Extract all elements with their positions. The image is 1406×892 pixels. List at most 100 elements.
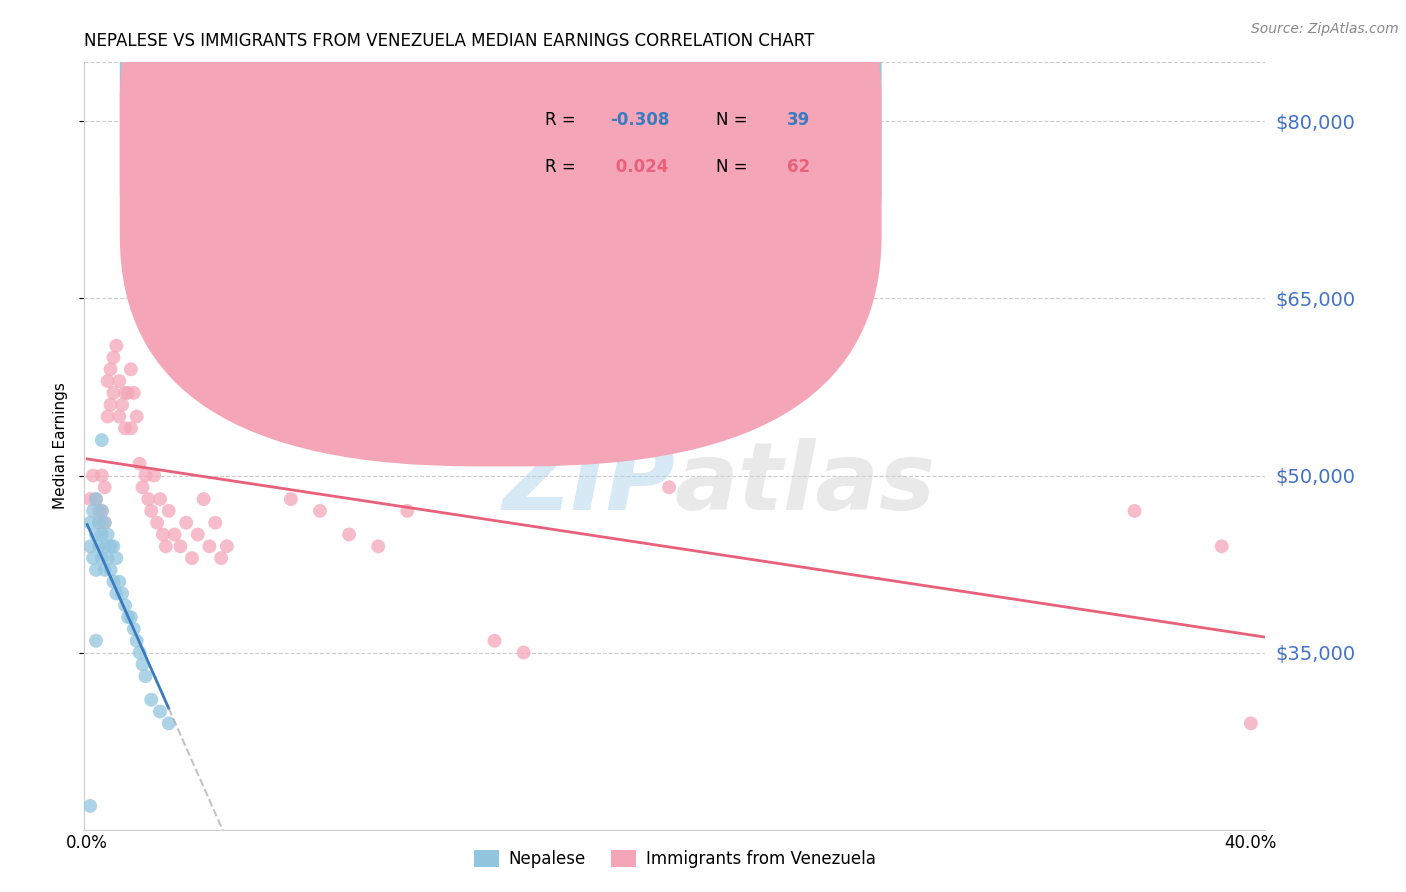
Point: [90, 504, 112, 518]
Point: [1123, 504, 1146, 518]
Point: [105, 586, 128, 600]
Point: [155, 539, 177, 553]
Point: [174, 516, 197, 530]
Point: [90, 527, 112, 541]
Y-axis label: Median Earnings: Median Earnings: [52, 383, 67, 509]
Point: [82, 468, 104, 483]
Text: R =: R =: [546, 158, 586, 177]
Point: [215, 539, 238, 553]
Point: [157, 504, 180, 518]
Point: [105, 551, 128, 566]
Point: [396, 504, 419, 518]
Point: [84, 563, 107, 577]
Point: [97, 409, 120, 424]
Legend: Nepalese, Immigrants from Venezuela: Nepalese, Immigrants from Venezuela: [467, 844, 883, 875]
Text: 39: 39: [787, 111, 810, 128]
Point: [1211, 539, 1233, 553]
Text: Source: ZipAtlas.com: Source: ZipAtlas.com: [1251, 22, 1399, 37]
Point: [111, 398, 134, 412]
Point: [131, 657, 153, 672]
Point: [93, 563, 115, 577]
Point: [114, 421, 136, 435]
Point: [138, 492, 160, 507]
Point: [120, 362, 142, 376]
Point: [79, 492, 101, 507]
Point: [128, 457, 150, 471]
Point: [79, 539, 101, 553]
Point: [134, 669, 156, 683]
Point: [114, 385, 136, 400]
Text: atlas: atlas: [675, 438, 936, 531]
Point: [90, 551, 112, 566]
Point: [222, 385, 245, 400]
Point: [117, 385, 139, 400]
Point: [87, 516, 110, 530]
Point: [187, 527, 209, 541]
Text: N =: N =: [716, 111, 754, 128]
Point: [82, 504, 104, 518]
Point: [163, 527, 186, 541]
Point: [103, 539, 125, 553]
Point: [134, 468, 156, 483]
Point: [100, 563, 122, 577]
Point: [131, 480, 153, 494]
Point: [122, 622, 145, 636]
Point: [108, 574, 131, 589]
Point: [90, 433, 112, 447]
Point: [152, 527, 174, 541]
Text: N =: N =: [716, 158, 754, 177]
Point: [250, 374, 273, 388]
Point: [93, 480, 115, 494]
FancyBboxPatch shape: [444, 81, 745, 201]
Point: [236, 409, 259, 424]
Point: [266, 409, 288, 424]
Point: [87, 504, 110, 518]
Point: [114, 599, 136, 613]
Point: [141, 692, 163, 706]
Point: [82, 551, 104, 566]
Point: [103, 385, 125, 400]
Point: [84, 527, 107, 541]
Point: [84, 633, 107, 648]
Point: [149, 492, 172, 507]
Point: [120, 421, 142, 435]
Point: [93, 516, 115, 530]
Point: [149, 705, 172, 719]
Point: [169, 539, 191, 553]
Point: [90, 504, 112, 518]
Text: ZIP: ZIP: [502, 438, 675, 531]
Point: [125, 633, 148, 648]
Point: [122, 385, 145, 400]
Point: [79, 799, 101, 814]
FancyBboxPatch shape: [120, 0, 882, 467]
Point: [93, 516, 115, 530]
Point: [90, 468, 112, 483]
Point: [100, 398, 122, 412]
Point: [157, 716, 180, 731]
Point: [97, 527, 120, 541]
Point: [146, 516, 169, 530]
Point: [117, 610, 139, 624]
Point: [337, 527, 360, 541]
Point: [79, 516, 101, 530]
Point: [108, 409, 131, 424]
Point: [84, 492, 107, 507]
Point: [204, 516, 226, 530]
Point: [280, 492, 302, 507]
Point: [209, 551, 232, 566]
Point: [143, 468, 166, 483]
Point: [1240, 716, 1263, 731]
Point: [97, 374, 120, 388]
Point: [141, 504, 163, 518]
Point: [100, 539, 122, 553]
Point: [84, 492, 107, 507]
Text: -0.308: -0.308: [610, 111, 669, 128]
Point: [87, 516, 110, 530]
Text: NEPALESE VS IMMIGRANTS FROM VENEZUELA MEDIAN EARNINGS CORRELATION CHART: NEPALESE VS IMMIGRANTS FROM VENEZUELA ME…: [84, 32, 814, 50]
Point: [512, 646, 534, 660]
Point: [103, 574, 125, 589]
Point: [128, 646, 150, 660]
Point: [309, 504, 332, 518]
Point: [120, 610, 142, 624]
Point: [125, 409, 148, 424]
